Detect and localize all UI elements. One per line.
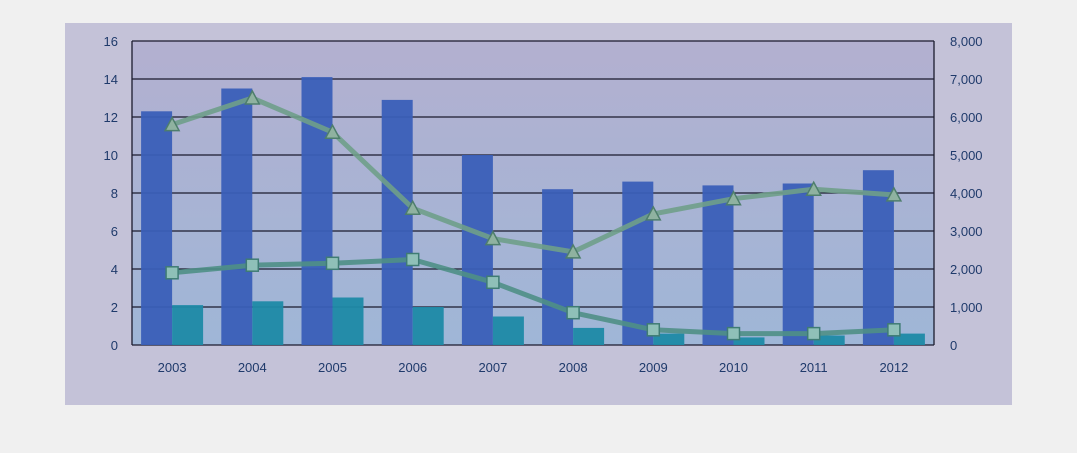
y2-tick-label: 3,000 [950, 224, 983, 239]
triangle-marker [163, 116, 181, 132]
bar-primary [622, 181, 654, 345]
bar-primary [461, 155, 493, 345]
triangle-marker [564, 243, 582, 259]
bar-secondary [172, 305, 204, 345]
triangle-marker [645, 205, 662, 221]
square-marker [405, 252, 420, 267]
bar-primary [782, 183, 814, 345]
x-tick-label: 2008 [559, 360, 588, 375]
y2-tick-label: 8,000 [950, 34, 983, 49]
line-markers [163, 89, 903, 341]
bar-primary [702, 185, 734, 345]
x-tick-label: 2009 [639, 360, 668, 375]
x-tick-label: 2012 [879, 360, 908, 375]
bar-secondary [573, 327, 605, 345]
y-tick-label: 12 [104, 110, 118, 125]
square-marker [245, 258, 260, 272]
y2-tick-label: 0 [950, 338, 957, 353]
x-tick-label: 2004 [238, 360, 267, 375]
bar-secondary [893, 333, 925, 345]
triangle-marker [324, 123, 341, 139]
bar-secondary [332, 297, 364, 345]
triangle-series-line [169, 95, 897, 255]
square-marker [646, 323, 661, 337]
y2-tick-label: 1,000 [950, 300, 983, 315]
bar-secondary [492, 316, 524, 345]
bar-primary [141, 111, 173, 345]
y2-tick-label: 7,000 [950, 72, 983, 87]
triangle-marker [725, 190, 742, 206]
square-marker [325, 256, 340, 271]
bar-secondary [252, 301, 284, 345]
triangle-marker [484, 230, 502, 246]
triangle-marker [404, 199, 421, 215]
y-tick-label: 16 [104, 34, 118, 49]
square-marker [887, 323, 901, 337]
x-tick-label: 2011 [800, 360, 828, 375]
bar-secondary [813, 335, 845, 345]
y-tick-label: 4 [111, 262, 118, 277]
bar-primary [542, 189, 574, 345]
x-tick-label: 2010 [719, 360, 748, 375]
bars [141, 77, 925, 346]
bar-secondary [412, 307, 444, 345]
x-tick-label: 2007 [478, 360, 507, 375]
square-marker [566, 305, 580, 320]
y-tick-label: 6 [111, 224, 118, 239]
bar-primary [301, 77, 333, 345]
y-axis-right-ticks: 0 1,000 2,000 3,000 4,000 5,000 6,000 7,000 8,00… [950, 34, 983, 353]
square-marker [486, 275, 500, 290]
bar-primary [221, 88, 253, 345]
bar-secondary [733, 337, 765, 345]
y2-tick-label: 6,000 [950, 110, 983, 125]
triangle-marker [805, 180, 822, 196]
y-tick-label: 10 [104, 148, 118, 163]
y-tick-label: 2 [111, 300, 118, 315]
triangle-marker [244, 89, 261, 105]
y-tick-label: 14 [104, 72, 118, 87]
x-tick-label: 2006 [398, 360, 427, 375]
square-marker [806, 326, 821, 341]
triangle-marker [885, 186, 903, 202]
x-tick-label: 2005 [318, 360, 347, 375]
y-tick-label: 8 [111, 186, 118, 201]
x-axis-ticks: 2003 2004 2005 2006 2007 2008 2009 2010 2011 2012 [158, 360, 909, 375]
y-axis-left-ticks: 0 2 4 6 8 10 12 14 16 [104, 34, 118, 353]
y-tick-label: 0 [111, 338, 118, 353]
y2-tick-label: 5,000 [950, 148, 983, 163]
square-marker [165, 266, 179, 280]
y2-tick-label: 2,000 [950, 262, 983, 277]
y2-tick-label: 4,000 [950, 186, 983, 201]
x-tick-label: 2003 [158, 360, 187, 375]
bar-primary [381, 99, 413, 346]
bar-secondary [653, 333, 685, 345]
square-series-line [169, 257, 897, 337]
square-marker [726, 326, 741, 341]
lines [169, 95, 897, 337]
